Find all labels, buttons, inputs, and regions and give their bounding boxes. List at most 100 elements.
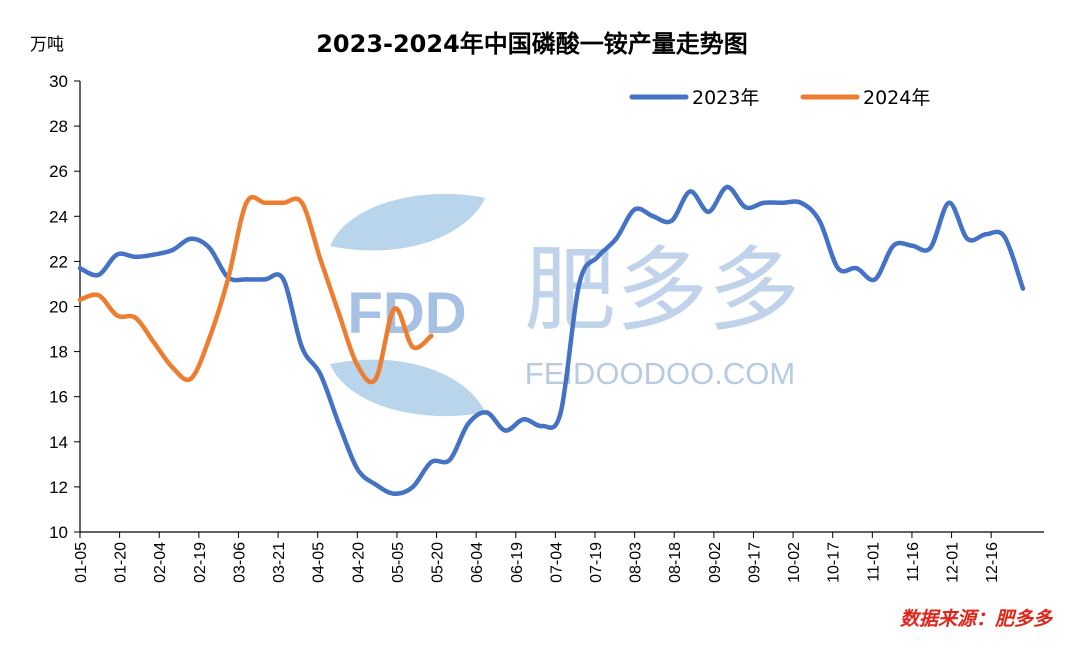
x-tick-label: 07-19 [588,542,605,583]
data-point [262,200,268,205]
data-point [299,200,305,205]
watermark: FDD 肥多多 FEIDOODOO.COM [330,193,800,417]
x-tick-label: 05-20 [430,542,447,583]
data-point [392,491,397,496]
data-point [355,362,360,368]
data-point [521,417,526,422]
x-tick-label: 04-20 [350,542,367,583]
x-tick-label: 08-03 [628,542,645,583]
data-point [114,252,120,257]
data-point [207,335,212,341]
x-tick-label: 01-20 [113,542,130,583]
data-point [188,236,194,241]
x-tick-label: 11-01 [865,542,882,582]
data-point [244,200,249,205]
data-point [650,214,656,219]
data-point [1002,234,1007,239]
y-tick-label: 30 [49,72,68,91]
data-point [373,482,378,487]
x-tick-label: 09-17 [746,542,763,583]
data-point [817,218,822,223]
data-point [613,236,619,241]
y-tick-label: 24 [49,207,68,226]
data-point [946,200,952,205]
data-point [244,277,249,282]
x-tick-label: 05-05 [390,542,407,583]
data-point [114,313,120,318]
data-point [632,207,637,212]
watermark-brand: 肥多多 [524,237,800,344]
data-point [151,340,157,345]
legend-label-2024: 2024年 [863,87,930,109]
y-tick-label: 28 [49,117,68,136]
data-point [336,311,341,316]
data-point [983,232,989,237]
data-point [891,243,896,248]
data-point [928,245,933,251]
data-point [133,315,138,320]
x-tick-label: 12-01 [945,542,962,583]
x-tick-label: 08-18 [667,542,684,583]
data-point [133,254,138,260]
data-point [299,344,305,350]
data-point [798,200,804,205]
data-point [207,245,212,251]
data-point [780,200,785,205]
data-point [96,293,101,298]
data-point [724,184,730,190]
data-point [170,365,175,370]
x-tick-label: 09-02 [707,542,724,583]
data-point [188,376,194,381]
y-tick-label: 26 [49,162,68,181]
data-point [262,277,268,282]
data-point [503,428,508,433]
legend: 2023年 2024年 [629,87,930,109]
y-tick-label: 10 [49,523,68,542]
x-tick-label: 04-05 [311,542,328,583]
series-layer [77,184,1026,496]
data-point [77,266,83,271]
data-point [318,371,323,377]
data-point [447,457,452,462]
watermark-leaf-bottom-icon [330,359,485,417]
axes: 10 12 14 16 18 20 22 24 26 28 30 01-05 01-20 02-04 02-… [49,72,1044,583]
x-tick-label: 03-21 [271,542,288,583]
data-point [281,200,286,205]
x-tick-label: 01-05 [73,542,90,583]
data-point [466,421,471,426]
data-point [225,277,231,282]
data-point [410,484,415,490]
x-tick-label: 12-16 [984,542,1001,583]
x-tick-label: 03-06 [231,542,248,583]
data-point [965,236,970,241]
x-tick-label: 11-16 [905,542,922,582]
data-point [336,421,341,426]
data-point [429,459,434,465]
x-tick-label: 02-04 [152,542,169,583]
y-tick-label: 16 [49,388,68,407]
data-point [909,243,915,248]
y-tick-label: 20 [49,298,68,317]
data-point [669,218,674,223]
data-point [151,252,157,257]
data-point [170,247,175,253]
y-tick-label: 22 [49,252,68,271]
data-point [687,189,693,194]
y-tick-label: 12 [49,478,68,497]
x-tick-label: 10-02 [786,542,803,583]
data-point [706,209,711,214]
data-point [595,254,600,260]
data-point [1020,286,1026,291]
x-tick-label: 10-17 [826,542,843,583]
data-point [577,281,582,287]
x-tick-label: 07-04 [548,542,565,583]
data-point [835,266,841,271]
legend-label-2023: 2023年 [692,87,759,109]
data-point [318,256,323,262]
data-point [872,277,878,282]
data-point [77,297,83,302]
data-point [281,277,286,282]
x-tick-label: 02-19 [192,542,209,583]
